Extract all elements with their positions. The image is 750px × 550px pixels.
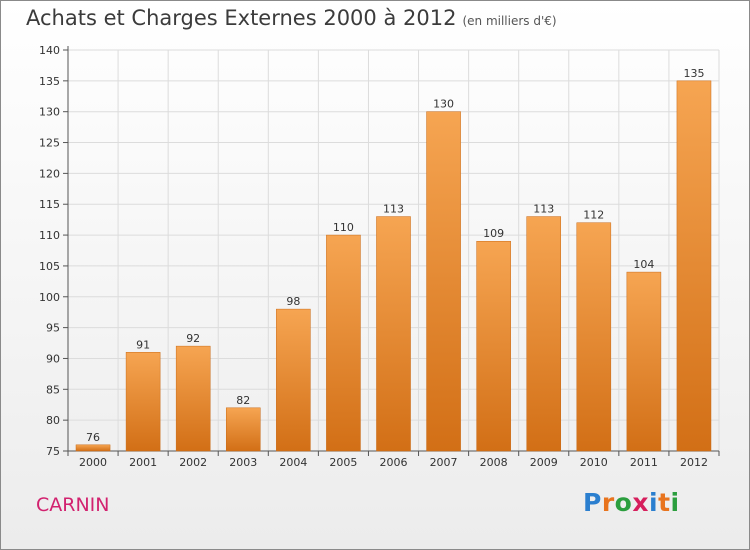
data-label: 130 — [433, 98, 454, 111]
y-tick-label: 90 — [46, 352, 60, 365]
x-tick-label: 2012 — [680, 456, 708, 469]
y-tick-label: 85 — [46, 383, 60, 396]
y-tick-label: 100 — [39, 291, 60, 304]
logo-letter: r — [601, 488, 615, 517]
x-tick-label: 2011 — [630, 456, 658, 469]
bar — [276, 308, 311, 452]
place-name: CARNIN — [36, 494, 110, 516]
data-label: 92 — [186, 332, 200, 345]
bar — [426, 111, 461, 452]
logo-letter: t — [658, 488, 671, 517]
y-tick-label: 115 — [39, 198, 60, 211]
x-tick-label: 2005 — [329, 456, 357, 469]
chart-title: Achats et Charges Externes 2000 à 2012 (e… — [26, 6, 557, 30]
data-label: 112 — [583, 209, 604, 222]
x-tick-label: 2010 — [580, 456, 608, 469]
y-tick-label: 130 — [39, 106, 60, 119]
data-label: 109 — [483, 227, 504, 240]
bar — [75, 444, 111, 452]
y-tick-label: 80 — [46, 414, 60, 427]
logo-letter: x — [632, 488, 649, 517]
bar — [125, 352, 161, 452]
y-tick-label: 140 — [39, 44, 60, 57]
bar — [225, 407, 261, 452]
data-label: 113 — [533, 203, 554, 216]
data-label: 98 — [286, 295, 300, 308]
proxiti-logo: Proxiti — [583, 488, 680, 517]
y-tick-label: 135 — [39, 75, 60, 88]
x-tick-label: 2009 — [530, 456, 558, 469]
y-tick-label: 95 — [46, 322, 60, 335]
y-tick-label: 105 — [39, 260, 60, 273]
x-tick-label: 2007 — [430, 456, 458, 469]
x-tick-label: 2001 — [129, 456, 157, 469]
logo-letter: i — [670, 488, 680, 517]
logo-letter: o — [614, 488, 633, 517]
bar — [326, 234, 361, 452]
bar — [526, 216, 562, 452]
data-label: 113 — [383, 203, 404, 216]
data-label: 110 — [333, 221, 354, 234]
y-tick-label: 75 — [46, 445, 60, 458]
data-label: 91 — [136, 338, 150, 351]
x-tick-label: 2006 — [380, 456, 408, 469]
bar — [626, 271, 662, 452]
x-tick-label: 2003 — [229, 456, 257, 469]
data-label: 104 — [633, 258, 654, 271]
data-label: 135 — [683, 67, 704, 80]
y-tick-label: 110 — [39, 229, 60, 242]
title-text: Achats et Charges Externes 2000 à 2012 — [26, 6, 457, 30]
y-tick-label: 120 — [39, 167, 60, 180]
chart-subtitle: (en milliers d'€) — [462, 14, 557, 28]
bar — [376, 216, 411, 452]
x-tick-label: 2008 — [480, 456, 508, 469]
bar — [576, 222, 612, 452]
data-labels: 76 91 92 82 98 110 113 130 109 113 112 104 135 — [86, 67, 704, 444]
bars — [75, 80, 712, 452]
logo-letter: i — [649, 488, 659, 517]
bar — [476, 240, 511, 452]
x-tick-label: 2000 — [79, 456, 107, 469]
bar — [676, 80, 712, 452]
x-tick-label: 2004 — [279, 456, 307, 469]
data-label: 82 — [236, 394, 250, 407]
bar — [175, 345, 211, 452]
x-tick-label: 2002 — [179, 456, 207, 469]
data-label: 76 — [86, 431, 100, 444]
y-tick-label: 125 — [39, 137, 60, 150]
logo-letter: P — [583, 488, 602, 517]
